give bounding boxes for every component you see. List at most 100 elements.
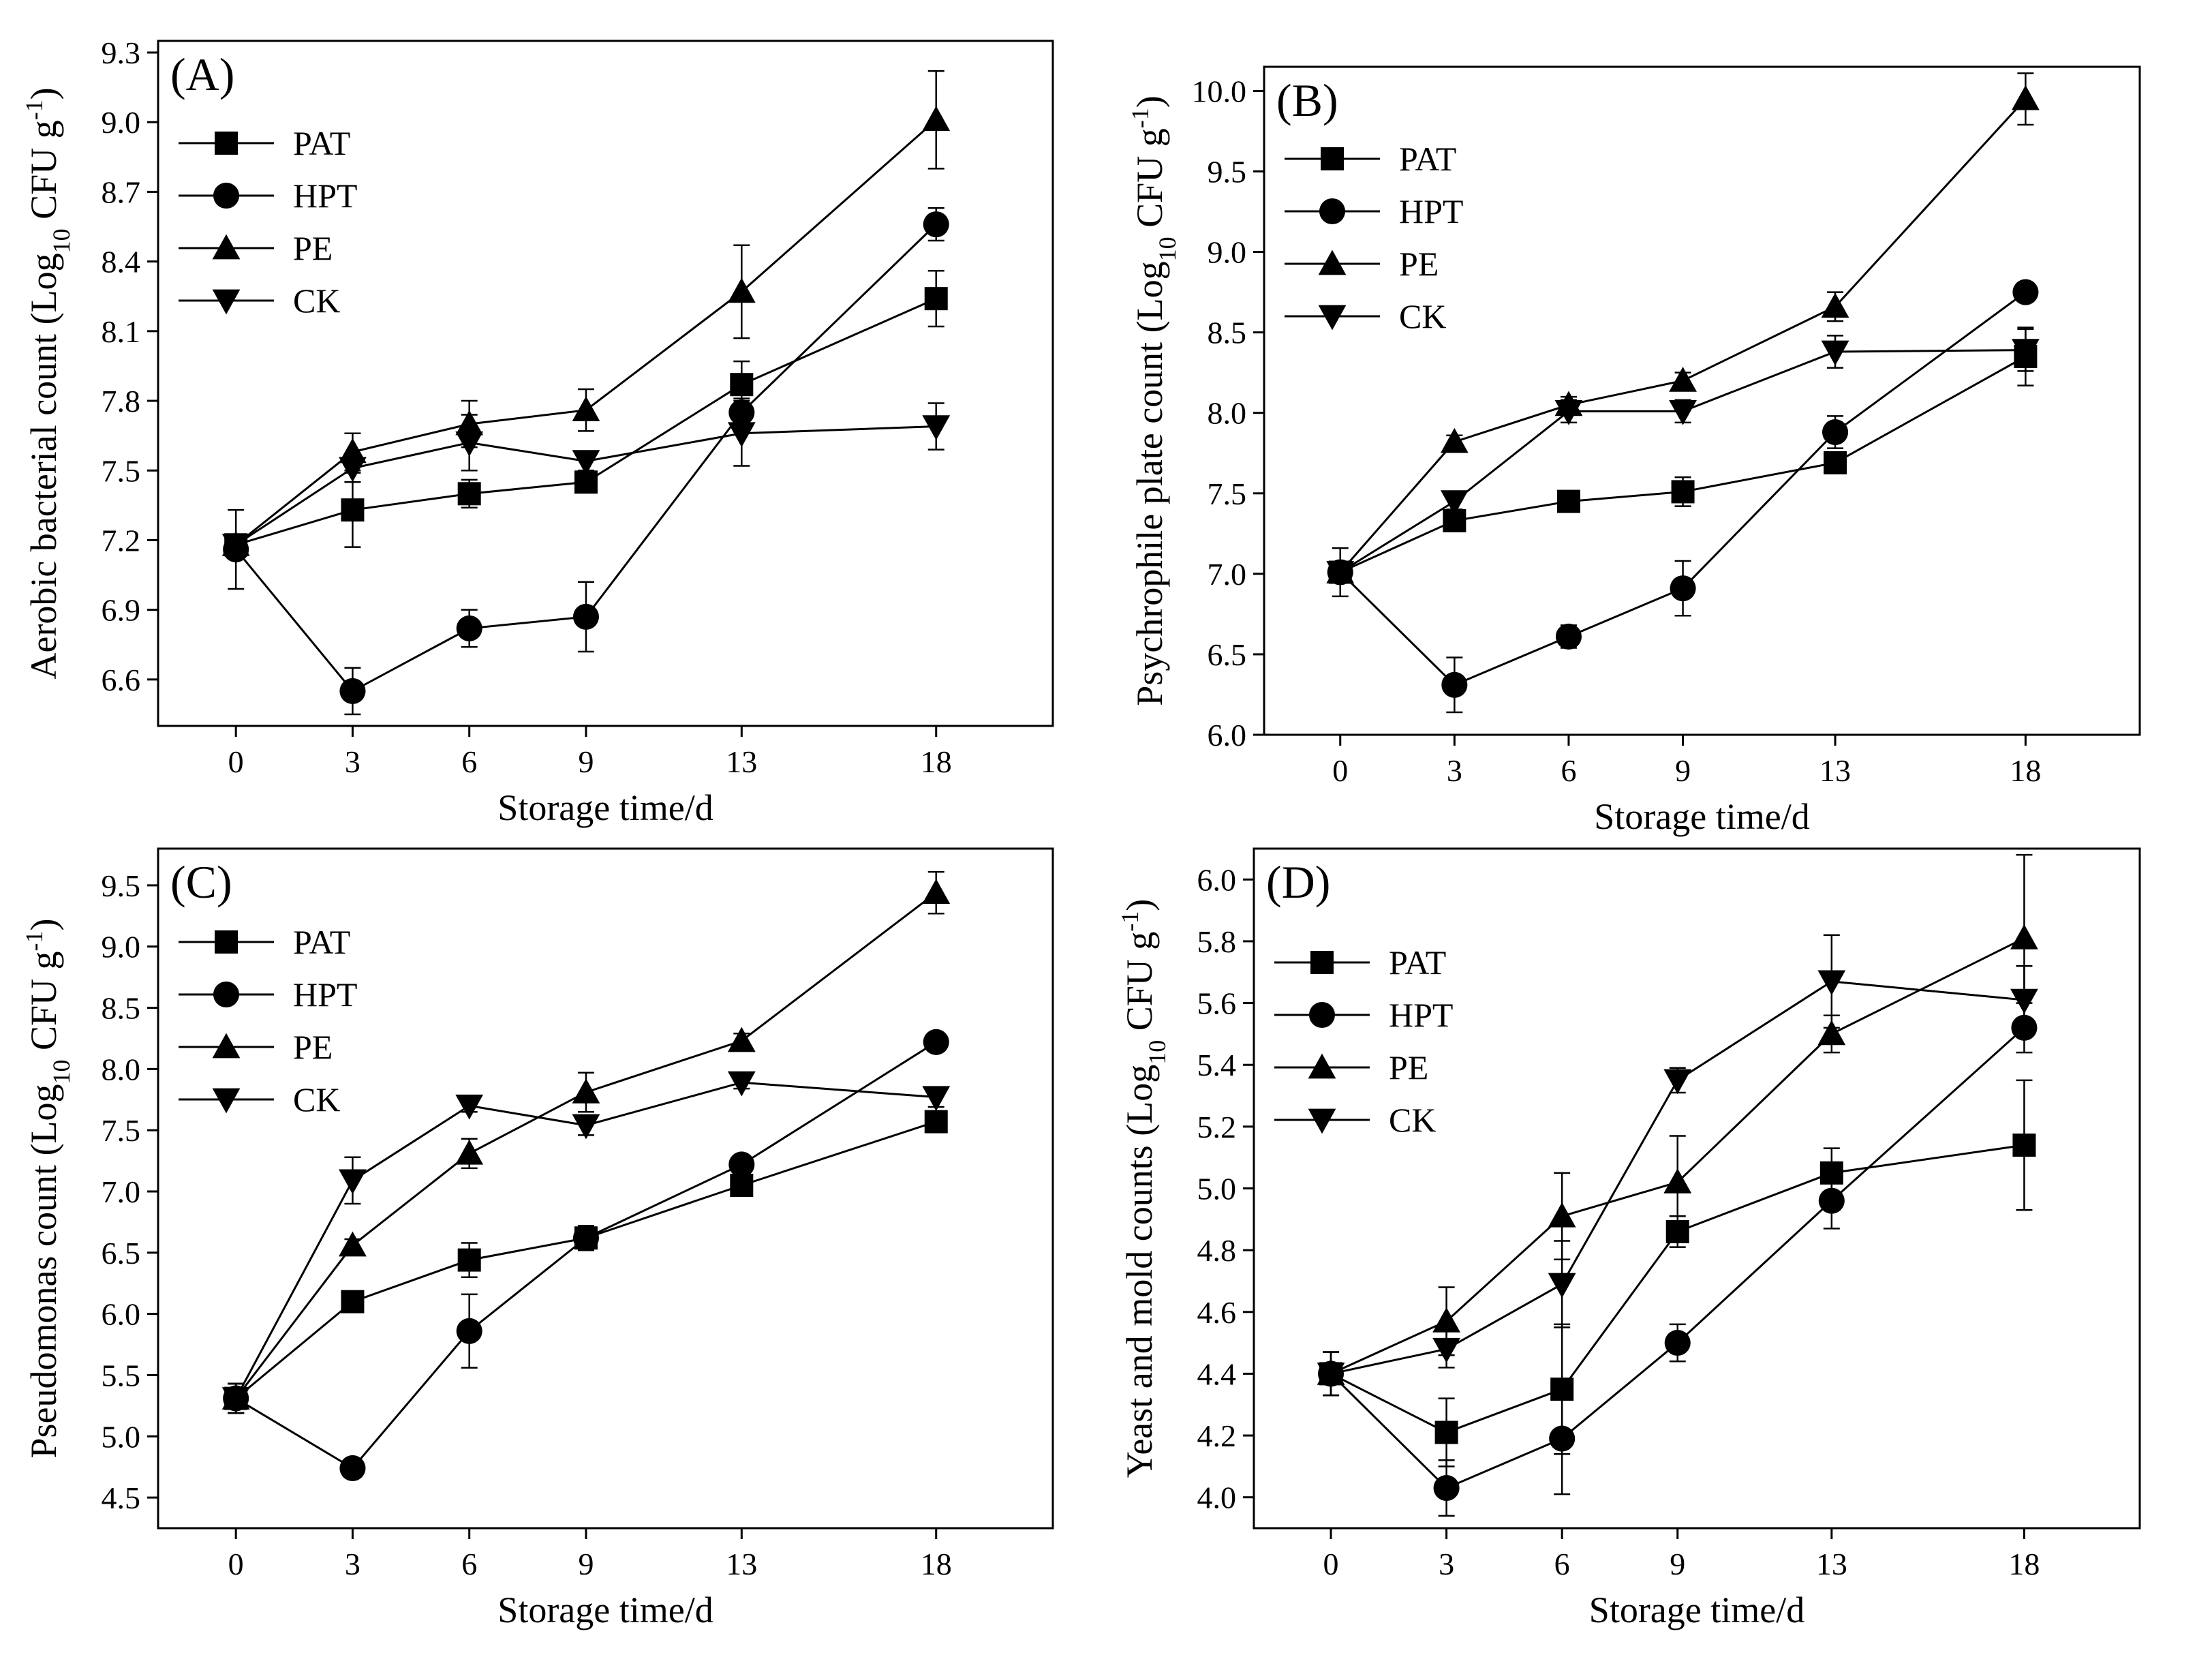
y-tick-label: 5.8 (1197, 924, 1237, 959)
x-tick-label: 13 (726, 744, 757, 779)
legend-marker (212, 234, 241, 260)
x-axis-title: Storage time/d (1589, 1590, 1804, 1630)
data-point (1432, 1307, 1461, 1333)
legend-label: HPT (293, 975, 357, 1014)
y-tick-label: 8.0 (102, 1052, 141, 1086)
y-tick-label: 9.3 (102, 35, 141, 70)
panel-d: 0 3 6 9 13 18 4.0 4.2 4.4 4.6 4.8 5.0 5.2 5.4 5.6 5.8 6.… (1116, 847, 2141, 1630)
y-axis-title-close: ) (1119, 899, 1160, 911)
y-tick-label: 7.0 (102, 1174, 141, 1209)
y-tick-label: 8.7 (102, 174, 141, 209)
series-line (235, 425, 936, 546)
y-axis-title-main: Psychrophile plate count (Log (1129, 261, 1170, 705)
x-tick-label: 18 (2010, 753, 2041, 788)
y-tick-label: 9.5 (102, 868, 141, 903)
series-line (234, 1081, 936, 1399)
legend-marker (1321, 147, 1344, 170)
series-line (1330, 1027, 2025, 1489)
x-axis-title: Storage time/d (497, 787, 713, 828)
legend-marker (1318, 249, 1347, 275)
y-axis-title-subscript: 10 (48, 1060, 75, 1084)
data-point (923, 211, 949, 238)
y-axis-title-unit: CFU g (1119, 932, 1160, 1040)
data-point (1441, 671, 1468, 698)
data-point (1440, 490, 1469, 515)
data-point (923, 1029, 949, 1055)
x-tick-label: 9 (578, 1547, 594, 1581)
y-tick-label: 7.5 (1208, 476, 1247, 511)
y-axis-title-unit: CFU g (23, 951, 64, 1059)
y-axis-title: Psychrophile plate count (Log10 CFU g-1) (1126, 95, 1181, 705)
legend-label: CK (293, 1080, 340, 1119)
series-ck (1326, 328, 2040, 586)
y-tick-label: 4.2 (1197, 1418, 1237, 1453)
legend-label: PE (1399, 245, 1439, 283)
y-tick-label: 9.5 (1208, 154, 1247, 189)
legend-label: HPT (1389, 996, 1453, 1034)
data-point (730, 1174, 754, 1198)
data-point (221, 1387, 250, 1412)
panel-label: (C) (170, 856, 232, 908)
plot-frame (1263, 65, 2141, 736)
data-point (1663, 1069, 1692, 1095)
x-tick-label: 9 (1670, 1547, 1685, 1581)
y-axis-title-main: Aerobic bacterial count (Log (23, 253, 64, 679)
plot-frame (157, 847, 1054, 1530)
data-point (572, 396, 600, 421)
data-point (1664, 1330, 1691, 1356)
data-point (221, 533, 250, 559)
data-point (2011, 85, 2040, 110)
x-axis-title: Storage time/d (1594, 796, 1809, 837)
y-tick-label: 5.5 (102, 1358, 141, 1393)
y-tick-label: 5.4 (1197, 1048, 1237, 1082)
y-axis-title-unit: CFU g (1129, 128, 1170, 237)
data-point (1317, 1363, 1345, 1388)
legend-marker (1308, 1053, 1336, 1079)
legend: PAT HPT PE CK (1285, 140, 1463, 335)
data-point (727, 1027, 756, 1052)
legend-label: PAT (1389, 943, 1446, 982)
data-point (728, 1151, 755, 1178)
y-tick-label: 7.5 (102, 453, 141, 488)
y-tick-label: 6.6 (102, 663, 141, 697)
series-line (1330, 980, 2025, 1375)
data-point (727, 1071, 756, 1097)
series-ck (1317, 934, 2038, 1397)
y-tick-label: 8.5 (102, 991, 141, 1026)
series-line (1339, 98, 2027, 573)
y-tick-label: 9.0 (1208, 235, 1247, 270)
y-axis-title-superscript: -1 (1116, 911, 1143, 932)
data-point (339, 678, 366, 704)
data-point (922, 879, 951, 904)
data-point (2010, 988, 2038, 1014)
data-point (924, 287, 948, 311)
series-pe (1317, 853, 2038, 1397)
data-point (922, 106, 951, 132)
y-axis-title-main: Yeast and mold counts (Log (1119, 1065, 1160, 1478)
y-tick-label: 6.0 (1208, 718, 1247, 753)
panel-label: (D) (1266, 856, 1330, 908)
legend-marker (1308, 1108, 1336, 1134)
legend-marker (213, 182, 240, 209)
y-tick-label: 6.0 (1197, 862, 1237, 897)
data-point (457, 1248, 481, 1272)
data-point (730, 373, 754, 397)
legend-marker (1319, 198, 1346, 225)
data-point (1554, 400, 1583, 425)
y-tick-label: 9.0 (102, 105, 141, 140)
data-point (2012, 279, 2039, 305)
data-point (2012, 1134, 2036, 1157)
y-axis-title-close: ) (23, 87, 64, 100)
series-line (1339, 291, 2027, 686)
data-point (1821, 340, 1849, 366)
legend-label: PAT (293, 923, 350, 961)
data-point (1817, 1020, 1846, 1046)
legend-marker (213, 981, 240, 1008)
legend-label: CK (1389, 1101, 1436, 1139)
y-tick-label: 5.6 (1197, 986, 1237, 1021)
x-tick-label: 6 (461, 744, 477, 779)
y-axis-title-unit: CFU g (23, 120, 64, 228)
legend-marker (215, 930, 238, 954)
y-tick-label: 8.5 (1208, 316, 1247, 350)
